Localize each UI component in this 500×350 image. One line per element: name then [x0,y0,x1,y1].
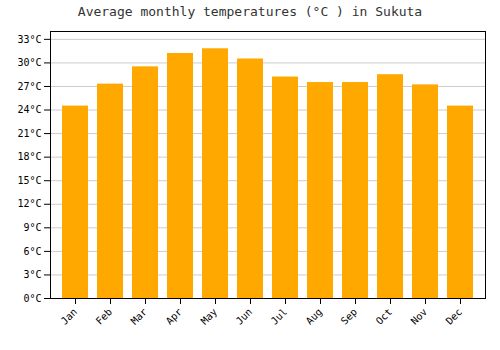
svg-text:3°C: 3°C [23,269,41,280]
svg-text:33°C: 33°C [17,34,41,45]
svg-text:9°C: 9°C [23,222,41,233]
svg-text:Mar: Mar [129,306,150,327]
svg-text:21°C: 21°C [17,128,41,139]
svg-text:Jul: Jul [269,306,290,327]
svg-text:Sep: Sep [339,306,360,327]
svg-text:Oct: Oct [374,306,395,327]
svg-text:May: May [199,306,220,327]
svg-text:18°C: 18°C [17,151,41,162]
svg-text:15°C: 15°C [17,175,41,186]
svg-text:Jan: Jan [59,306,80,327]
svg-text:27°C: 27°C [17,81,41,92]
svg-text:12°C: 12°C [17,198,41,209]
svg-text:Feb: Feb [94,306,115,327]
svg-text:Aug: Aug [304,306,325,327]
svg-text:Dec: Dec [444,306,465,327]
html-text:Average monthly temperatures (: Average monthly temperatures (°C ) in Su… [77,4,423,19]
svg-text:6°C: 6°C [23,246,41,257]
svg-text:24°C: 24°C [17,104,41,115]
svg-text:Nov: Nov [409,306,430,327]
svg-text:Jun: Jun [234,306,255,327]
svg-text:30°C: 30°C [17,57,41,68]
svg-text:0°C: 0°C [23,293,41,304]
svg-text:Apr: Apr [164,306,185,327]
